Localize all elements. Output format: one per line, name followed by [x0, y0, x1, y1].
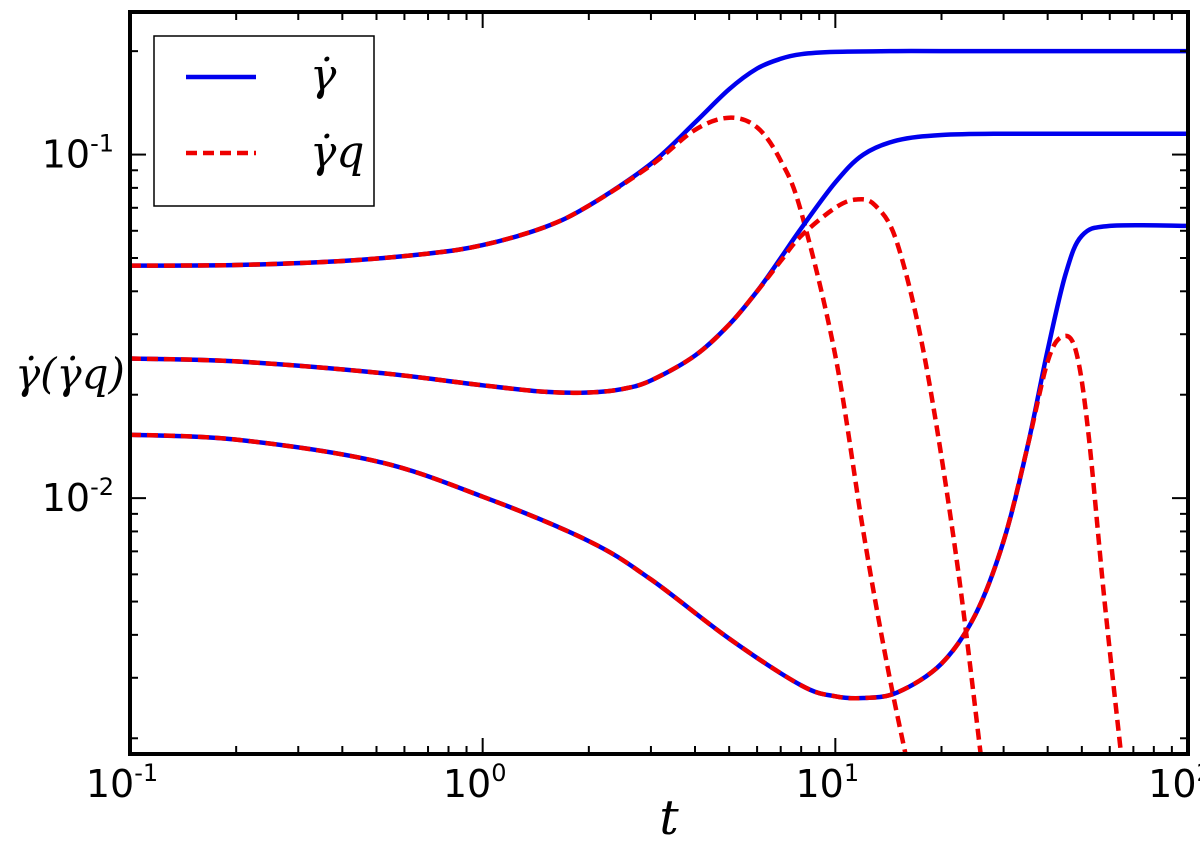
- y-axis-label: γ̇(γ̇q): [15, 349, 125, 398]
- x-tick-label: 101: [796, 759, 860, 806]
- series-line-3-gamma-dot: [130, 222, 1188, 701]
- legend-label-gamma-dot: γ̇: [310, 50, 337, 101]
- x-axis-label: t: [659, 790, 679, 846]
- ticks-layer: 10-1 100 101 102 10-2 10-1: [42, 12, 1200, 806]
- legend: γ̇ γ̇q: [153, 35, 375, 207]
- series-line-1-gamma-dot-q: [130, 115, 908, 754]
- y-tick-label: 10-2: [42, 473, 114, 520]
- legend-label-gamma-dot-q: γ̇q: [310, 127, 364, 178]
- plot-frame: [128, 10, 1190, 756]
- series-line-3-gamma-dot-q: [130, 333, 1124, 754]
- series-line-1-gamma-dot: [130, 48, 1188, 268]
- x-tick-label: 10-1: [86, 759, 158, 806]
- series-line-2-gamma-dot-q: [130, 197, 983, 754]
- y-tick-label: 10-1: [42, 130, 114, 177]
- x-tick-label: 100: [443, 759, 507, 806]
- series-layer: [130, 48, 1188, 754]
- x-tick-label: 102: [1148, 759, 1200, 806]
- legend-box: [153, 35, 375, 207]
